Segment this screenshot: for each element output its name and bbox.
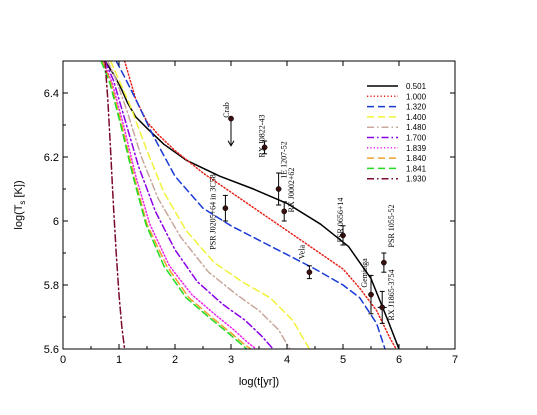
series-line-4 xyxy=(107,61,291,349)
y-tick-label-4: 6.4 xyxy=(44,88,59,100)
x-tick-label-6: 6 xyxy=(396,354,402,366)
x-axis-label: log(t[yr]) xyxy=(239,376,279,388)
x-tick-label-3: 3 xyxy=(228,354,234,366)
legend-label-5: 1.700 xyxy=(406,134,427,143)
obs-point-4 xyxy=(222,205,229,212)
obs-label-9: RX J1865-3754 xyxy=(387,270,396,321)
x-tick-label-2: 2 xyxy=(172,354,178,366)
x-tick-label-4: 4 xyxy=(284,354,290,366)
curves-layer xyxy=(100,61,400,349)
x-tick-label-7: 7 xyxy=(452,354,458,366)
legend-label-9: 1.930 xyxy=(406,175,427,184)
obs-label-2: 1E 1207-52 xyxy=(280,141,289,179)
x-tick-label-5: 5 xyxy=(340,354,346,366)
y-axis-label-sub: s xyxy=(18,201,27,205)
y-axis-label: log(Ts [K]) xyxy=(13,180,27,229)
obs-label-7: Geminga xyxy=(360,258,369,288)
series-line-7 xyxy=(101,61,252,349)
axes-layer: 0 1 2 3 4 5 6 7 5.6 5.8 6 6.2 6.4 xyxy=(44,60,458,366)
obs-point-9 xyxy=(379,304,386,311)
legend-label-6: 1.839 xyxy=(406,144,427,153)
obs-label-3: RX J0002+62 xyxy=(287,168,296,213)
series-line-8 xyxy=(100,61,248,349)
obs-label-1: RX J0822-43 xyxy=(258,115,267,158)
series-line-9 xyxy=(104,61,126,349)
series-line-3 xyxy=(109,61,311,349)
y-tick-label-2: 6 xyxy=(53,216,59,228)
legend-label-3: 1.400 xyxy=(406,113,427,122)
legend-label-4: 1.480 xyxy=(406,123,427,132)
obs-label-0: Crab xyxy=(222,102,231,118)
obs-label-8: PSR 1055-52 xyxy=(387,205,396,248)
y-axis-label-tail: [K]) xyxy=(13,180,25,200)
series-line-5 xyxy=(104,61,274,349)
x-tick-label-0: 0 xyxy=(60,354,66,366)
obs-point-2 xyxy=(275,186,282,192)
legend-label-0: 0.501 xyxy=(406,82,427,91)
y-tick-label-0: 5.6 xyxy=(44,344,59,356)
x-tick-label-1: 1 xyxy=(116,354,122,366)
legend-label-7: 1.840 xyxy=(406,154,427,163)
obs-label-4: PSR J0205+64 in 3C58 xyxy=(208,174,217,249)
y-tick-label-1: 5.8 xyxy=(44,280,59,292)
obs-point-0 xyxy=(228,115,234,122)
legend-label-2: 1.320 xyxy=(406,103,427,112)
obs-point-8 xyxy=(381,259,387,266)
plot-frame xyxy=(62,60,456,350)
obs-point-5 xyxy=(306,269,313,276)
legend-label-1: 1.000 xyxy=(406,92,427,101)
obs-point-1 xyxy=(261,144,268,151)
legend-label-8: 1.841 xyxy=(406,164,427,173)
obs-point-7 xyxy=(368,291,374,298)
obs-limit-arrowhead-0 xyxy=(227,140,235,147)
obs-point-3 xyxy=(281,208,288,215)
obs-point-6 xyxy=(340,232,346,239)
series-line-1 xyxy=(123,61,397,349)
y-tick-label-3: 6.2 xyxy=(44,152,59,164)
y-axis-label-main: log(T xyxy=(13,204,25,229)
series-line-6 xyxy=(102,61,257,349)
obs-label-5: Vela xyxy=(297,244,306,259)
obs-label-6: PSR 0656+14 xyxy=(336,198,345,243)
series-line-2 xyxy=(115,61,386,349)
